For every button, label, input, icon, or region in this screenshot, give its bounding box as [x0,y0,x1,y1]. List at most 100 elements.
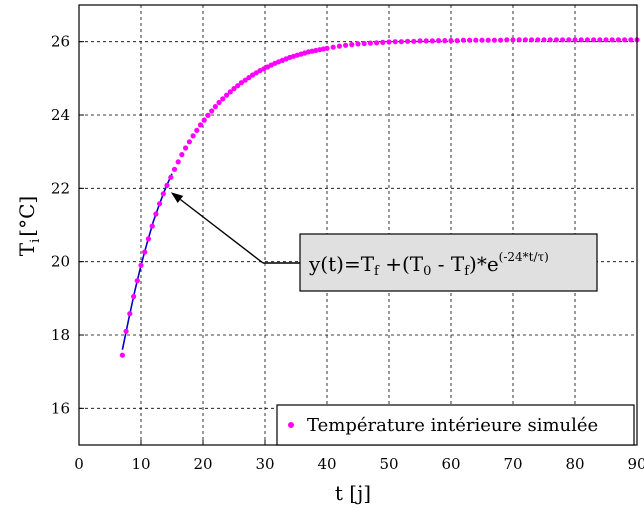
data-point [220,96,226,102]
data-point [529,37,535,43]
data-point [615,37,622,43]
annotation-arrowhead [170,192,184,203]
data-point [578,37,584,43]
y-tick-label: 16 [51,399,70,417]
data-point [398,39,404,45]
annotation-box [299,233,598,292]
data-point [205,112,211,118]
data-point [566,37,572,43]
data-point [411,38,417,44]
x-tick-label: 70 [503,455,522,473]
legend: Température intérieure simulée [276,404,635,446]
x-tick-label: 50 [379,455,398,473]
data-point [367,40,373,46]
x-axis: 0 10 20 30 40 50 60 70 80 90 [74,440,644,473]
y-tick-label: 20 [51,253,70,271]
data-point [131,293,137,300]
data-point [454,38,460,44]
y-tick-label: 24 [51,106,70,124]
data-point [355,41,361,47]
data-point [142,249,148,255]
data-point [227,89,233,95]
data-point [417,38,423,44]
data-point [127,311,133,317]
annotation: y(t)=Tf +(T0 - Tf)*e(-24*t/τ) [170,192,598,292]
data-point [157,201,163,207]
data-point [149,223,155,229]
data-point [516,37,522,43]
data-point [591,37,597,43]
data-point [179,152,185,158]
data-point [473,37,479,43]
data-point [164,182,170,188]
x-axis-label: t [j] [335,481,371,505]
data-point [603,37,609,43]
data-point [609,37,615,43]
data-point [485,37,491,43]
data-point [209,108,215,114]
data-point [216,99,222,106]
data-point [343,42,349,48]
data-point [145,236,151,242]
data-point [123,328,129,334]
data-point [168,174,174,180]
data-point [436,38,442,44]
data-point [448,38,454,44]
data-points [119,37,640,358]
data-point [392,39,398,45]
data-point [380,39,386,46]
data-point [138,262,144,268]
data-point [547,37,553,43]
data-point [423,38,429,44]
data-point [183,145,189,151]
data-point [349,42,355,48]
data-point [231,86,237,92]
data-point [153,211,159,217]
data-point [175,159,181,165]
x-tick-label: 80 [565,455,584,473]
plot-area-frame [78,4,638,446]
annotation-formula: y(t)=Tf +(T0 - Tf)*e(-24*t/τ) [308,250,549,279]
data-point [242,77,248,83]
data-point [336,43,342,49]
y-axis: 16 18 20 22 24 26 [51,33,84,417]
svg-text:Ti[°C]: Ti [°C] [15,196,43,256]
x-tick-label: 20 [193,455,212,473]
data-point [535,37,541,43]
data-point [134,278,140,284]
data-point [186,139,192,145]
data-point [386,39,392,45]
data-point [374,40,380,46]
data-point [238,80,244,86]
data-point [361,40,367,47]
data-point [460,37,466,43]
data-point [522,37,529,43]
data-point [160,191,166,197]
x-tick-label: 40 [317,455,336,473]
y-tick-label: 26 [51,33,70,51]
data-point [628,37,634,43]
annotation-arrow [179,198,264,264]
y-axis-label: Ti [°C] [15,196,43,256]
data-point [479,37,485,43]
data-point [235,83,241,89]
data-point [194,127,200,133]
y-tick-label: 22 [51,179,70,197]
data-point [584,37,591,43]
data-point [622,37,628,43]
data-point [246,75,252,81]
data-point [491,37,497,43]
data-point [572,37,578,43]
data-point [212,104,218,110]
grid-lines [79,5,637,445]
data-point [510,37,516,43]
data-point [504,37,510,43]
data-point [224,92,230,98]
x-tick-label: 30 [255,455,274,473]
data-point [442,38,448,44]
data-point [405,38,411,44]
data-point [429,38,435,44]
data-point [324,45,330,51]
x-tick-label: 10 [131,455,150,473]
